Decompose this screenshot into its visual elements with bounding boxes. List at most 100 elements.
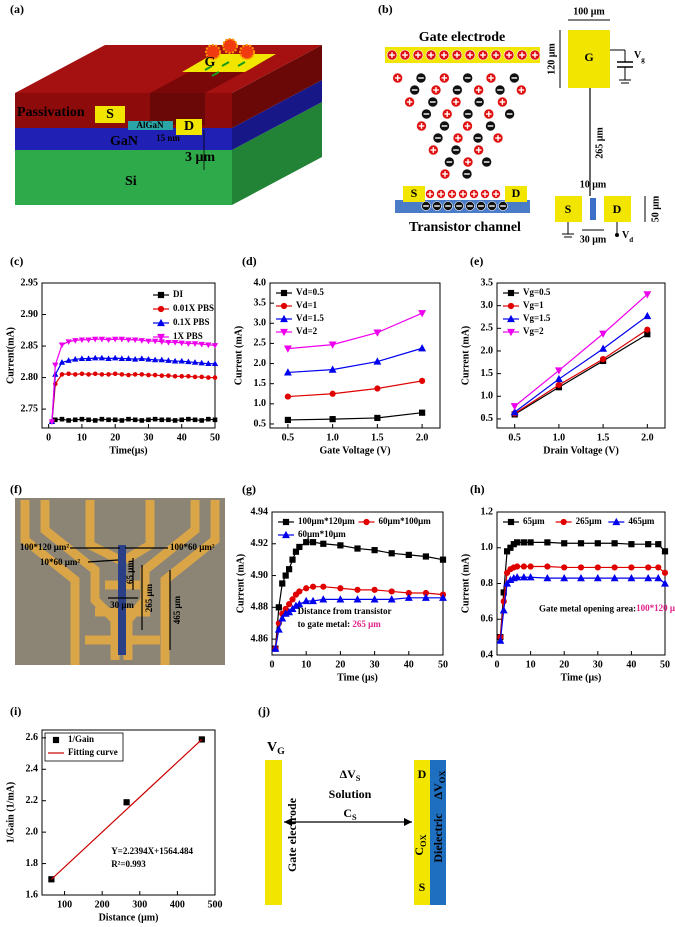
series-line bbox=[50, 738, 203, 880]
marker bbox=[280, 314, 288, 323]
marker bbox=[85, 337, 92, 344]
marker bbox=[132, 417, 138, 423]
marker bbox=[561, 540, 568, 547]
marker bbox=[284, 416, 291, 424]
marker bbox=[157, 318, 165, 327]
circuit-schematic bbox=[265, 760, 446, 905]
marker bbox=[58, 359, 66, 365]
marker bbox=[205, 360, 212, 366]
marker bbox=[99, 416, 105, 422]
marker bbox=[439, 593, 447, 601]
y-axis-label: Current(mA) bbox=[5, 327, 16, 384]
capacitance-label-sub: OX bbox=[419, 834, 428, 847]
marker bbox=[373, 329, 382, 337]
marker bbox=[59, 372, 65, 377]
marker bbox=[388, 588, 395, 595]
marker bbox=[66, 371, 71, 377]
voltage-label-sub: S bbox=[356, 774, 361, 783]
capacitance-label-main: C bbox=[343, 806, 352, 820]
voltage-label-main: ΔV bbox=[431, 783, 445, 800]
marker bbox=[510, 407, 519, 416]
capacitance-label: COX bbox=[412, 834, 428, 855]
marker bbox=[211, 360, 219, 366]
annotation-highlight: 265 μm bbox=[352, 619, 381, 629]
marker bbox=[295, 600, 304, 608]
x-tick-label: 50 bbox=[660, 659, 670, 670]
marker bbox=[421, 593, 430, 601]
diagram-title: Gate electrode bbox=[419, 30, 505, 45]
y-tick-label: 4.86 bbox=[251, 633, 269, 644]
marker bbox=[309, 596, 317, 605]
y-tick-label: 2.5 bbox=[254, 338, 267, 349]
plot-frame bbox=[496, 282, 666, 429]
marker bbox=[353, 595, 362, 603]
micrograph-label: 30 μm bbox=[110, 600, 134, 610]
series-line bbox=[499, 541, 666, 638]
marker bbox=[146, 417, 151, 423]
marker bbox=[78, 355, 86, 361]
marker bbox=[112, 417, 118, 423]
marker bbox=[146, 372, 151, 378]
annotation-highlight: 100*120 μm² bbox=[636, 603, 675, 613]
x-tick-label: 1.5 bbox=[371, 432, 384, 443]
marker bbox=[507, 314, 515, 323]
marker bbox=[544, 539, 551, 546]
marker bbox=[599, 330, 608, 338]
voltage-label-sub: G bbox=[277, 746, 285, 757]
marker bbox=[199, 418, 204, 423]
legend-label: Vd=2 bbox=[296, 326, 318, 336]
marker bbox=[405, 551, 412, 558]
y-tick-label: 2.0 bbox=[26, 826, 39, 837]
marker bbox=[138, 355, 145, 361]
marker bbox=[52, 362, 59, 369]
marker bbox=[418, 310, 427, 318]
y-tick-label: 2.85 bbox=[21, 340, 39, 351]
y-tick-label: 2.75 bbox=[21, 403, 39, 414]
marker bbox=[191, 341, 199, 347]
marker bbox=[278, 614, 287, 622]
voltage-label: ΔVS bbox=[340, 767, 361, 783]
x-tick-label: 40 bbox=[177, 432, 187, 443]
layer-label: Passivation bbox=[17, 105, 85, 120]
marker bbox=[527, 539, 534, 546]
marker bbox=[354, 586, 361, 593]
voltage-label-sub: g bbox=[641, 56, 645, 64]
y-tick-label: 2.4 bbox=[26, 764, 39, 775]
legend-label: Fitting curve bbox=[68, 747, 118, 757]
y-tick-label: 0.5 bbox=[254, 418, 267, 429]
marker bbox=[211, 343, 219, 349]
marker bbox=[212, 375, 218, 380]
marker bbox=[363, 518, 370, 526]
legend-label: 265μm bbox=[576, 516, 603, 526]
micrograph-label: 100*120 μm² bbox=[20, 542, 69, 552]
layer-label: AlGaN bbox=[137, 120, 165, 130]
marker bbox=[577, 564, 585, 571]
device-illustration bbox=[15, 38, 322, 205]
drain-label: D bbox=[512, 186, 521, 200]
marker bbox=[66, 418, 71, 423]
panel-label: (b) bbox=[378, 2, 393, 16]
marker bbox=[112, 371, 118, 377]
panel-label: (g) bbox=[242, 482, 256, 496]
marker bbox=[65, 339, 72, 345]
legend-label: 100μm*120μm bbox=[298, 516, 355, 526]
gate-label: G bbox=[205, 55, 216, 70]
marker bbox=[296, 588, 303, 595]
y-tick-label: 4.94 bbox=[251, 506, 269, 517]
x-tick-label: 0 bbox=[46, 432, 51, 443]
marker bbox=[303, 539, 310, 546]
marker bbox=[520, 563, 527, 570]
marker bbox=[172, 418, 178, 423]
x-tick-label: 1.5 bbox=[597, 432, 610, 443]
legend-label: 0.01X PBS bbox=[173, 303, 214, 313]
marker bbox=[283, 345, 292, 353]
marker bbox=[152, 372, 158, 378]
micrograph-label: 465 μm bbox=[172, 595, 182, 624]
series-line bbox=[51, 357, 215, 422]
x-tick-label: 10 bbox=[77, 432, 87, 443]
voltage-label: Vd bbox=[622, 230, 633, 243]
thickness-label: 3 μm bbox=[185, 150, 215, 165]
marker bbox=[105, 337, 112, 344]
marker bbox=[192, 417, 198, 423]
y-tick-label: 3.5 bbox=[481, 277, 494, 288]
